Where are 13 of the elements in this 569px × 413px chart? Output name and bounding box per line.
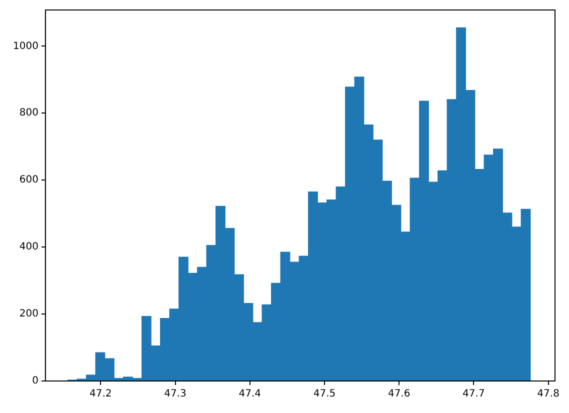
y-tick-label: 800 — [19, 108, 38, 119]
x-tick-label: 47.2 — [90, 388, 112, 400]
y-tick-label: 400 — [19, 242, 38, 253]
x-tick-label: 47.7 — [462, 388, 485, 400]
x-tick-label: 47.3 — [164, 388, 186, 400]
y-tick-label: 600 — [19, 174, 38, 186]
y-tick-label: 0 — [32, 376, 38, 387]
x-tick-label: 47.6 — [388, 388, 410, 400]
y-tick-label: 1000 — [12, 40, 38, 52]
y-tick-label: 200 — [19, 308, 38, 320]
x-tick-label: 47.4 — [238, 388, 261, 400]
x-tick-label: 47.5 — [313, 388, 336, 400]
x-tick-label: 47.8 — [537, 388, 560, 400]
